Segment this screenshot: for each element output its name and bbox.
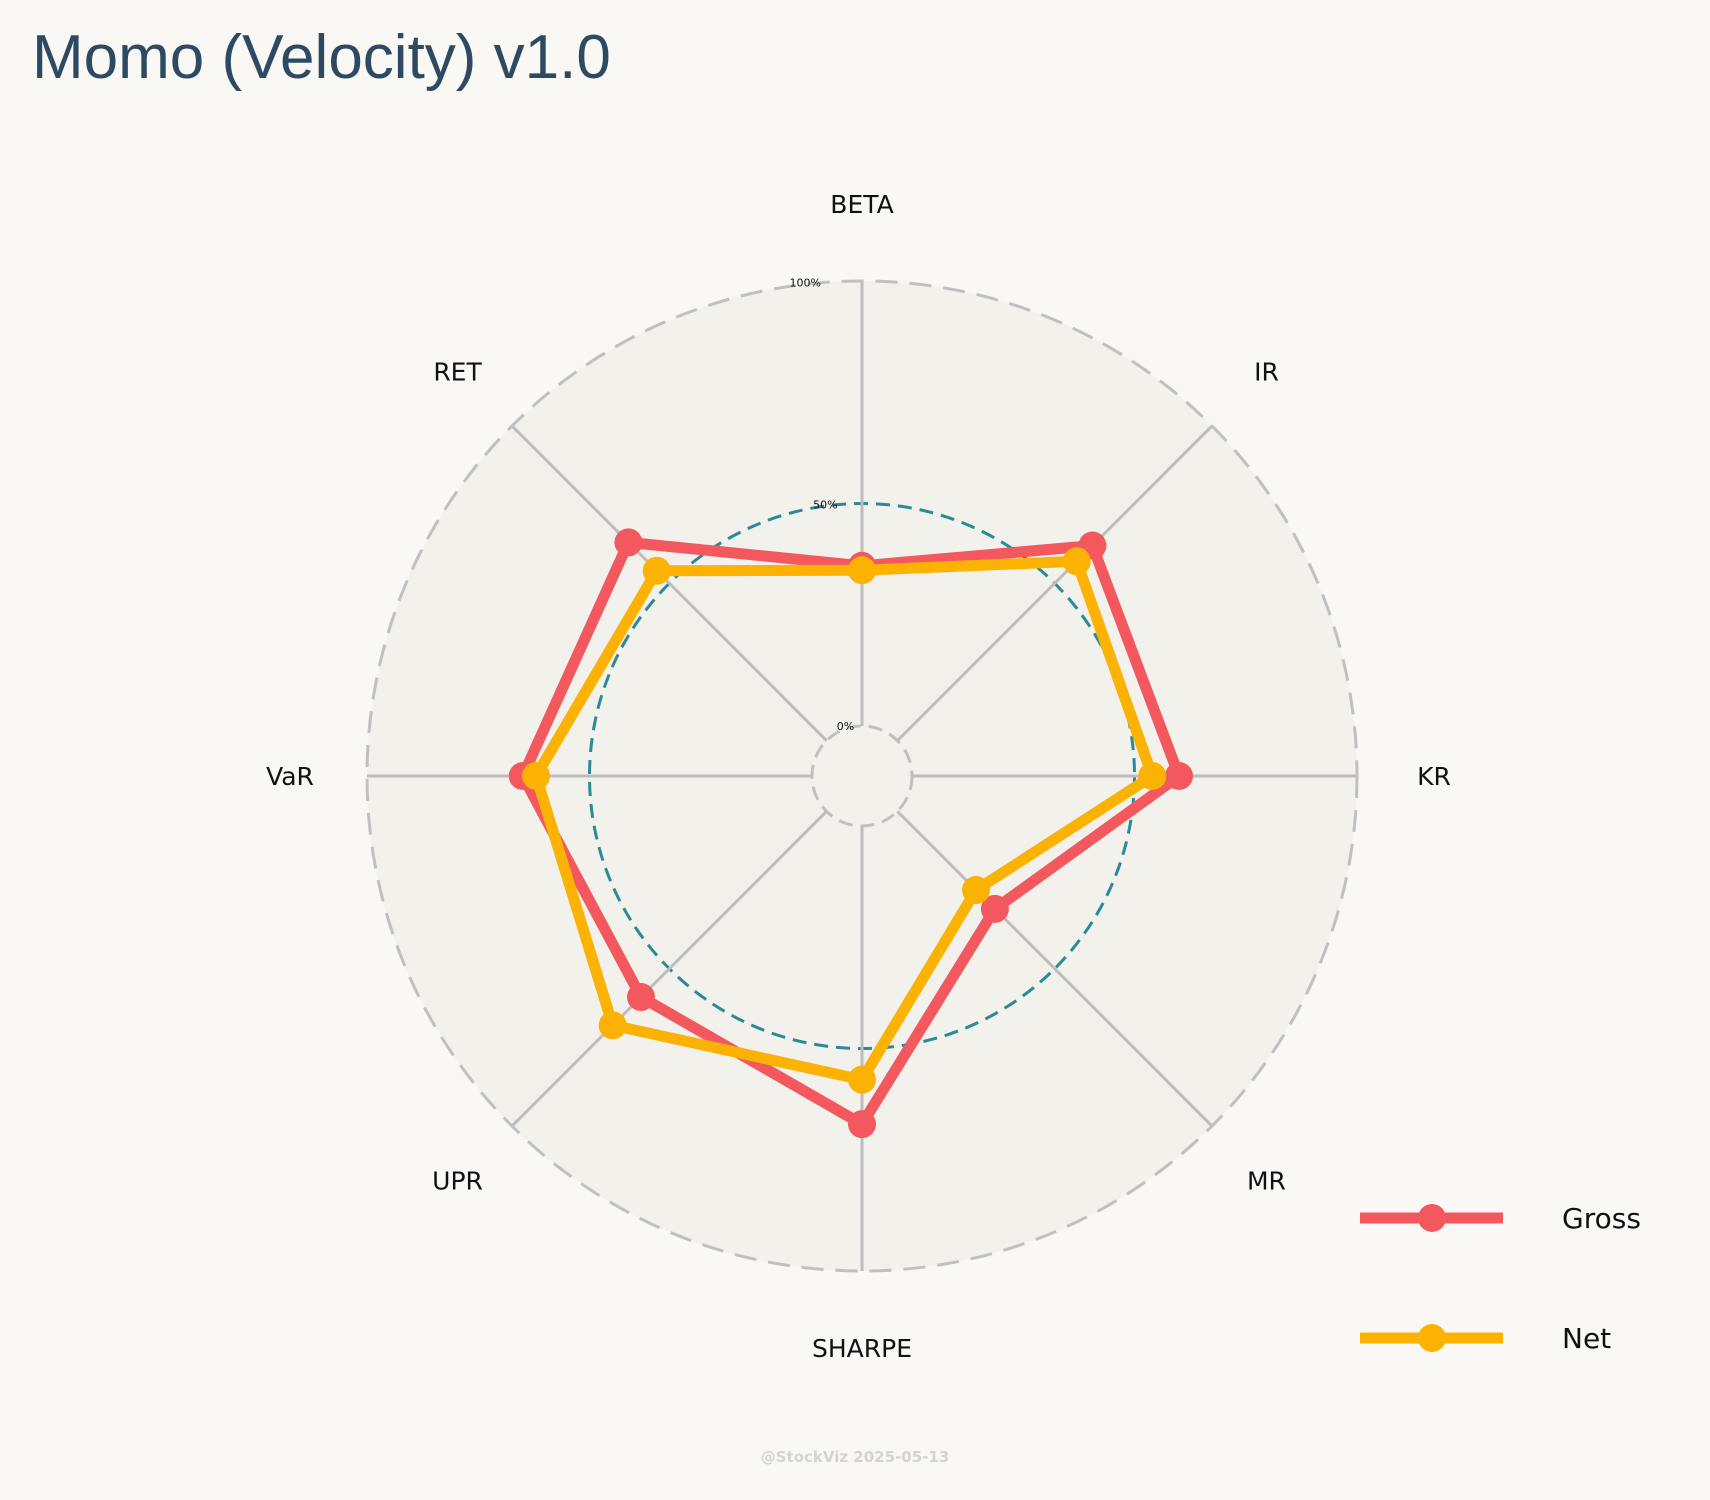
axis-label-beta: BETA: [830, 190, 893, 219]
axis-label-var: VaR: [266, 762, 314, 791]
data-point-net-kr: [1138, 762, 1167, 790]
data-point-gross-sharpe: [848, 1110, 876, 1139]
axis-label-ret: RET: [433, 358, 482, 387]
radial-tick-label: 100%: [789, 276, 820, 289]
data-point-net-mr: [962, 876, 991, 905]
axis-label-kr: KR: [1417, 762, 1451, 791]
axis-label-mr: MR: [1247, 1166, 1286, 1195]
data-point-net-sharpe: [848, 1065, 876, 1094]
axis-label-upr: UPR: [432, 1166, 483, 1195]
axis-label-ir: IR: [1254, 358, 1279, 387]
data-point-net-var: [522, 762, 551, 790]
spoke-ir: [896, 424, 1214, 742]
data-point-net-ret: [642, 556, 671, 585]
spoke-upr: [510, 810, 828, 1128]
data-point-net-ir: [1062, 547, 1091, 576]
axis-label-sharpe: SHARPE: [812, 1334, 912, 1363]
radial-tick-label: 50%: [813, 498, 837, 511]
spoke-mr: [896, 810, 1214, 1128]
data-point-gross-ret: [614, 528, 643, 557]
data-point-gross-upr: [626, 983, 655, 1012]
data-point-net-beta: [848, 556, 876, 585]
watermark: @StockViz 2025-05-13: [761, 1448, 950, 1466]
data-point-gross-kr: [1165, 762, 1193, 790]
legend-label-gross: Gross: [1562, 1202, 1641, 1235]
chart-title: Momo (Velocity) v1.0: [32, 23, 611, 92]
legend-marker-gross: [1418, 1204, 1446, 1232]
spoke-ret: [510, 424, 828, 742]
legend-label-net: Net: [1562, 1322, 1611, 1355]
data-point-gross-mr: [980, 894, 1009, 923]
data-point-net-upr: [598, 1011, 627, 1040]
legend-marker-net: [1418, 1324, 1446, 1352]
outer-ring: [365, 279, 1359, 1273]
inner-ring: [810, 724, 914, 828]
radial-tick-label: 0%: [837, 720, 854, 733]
